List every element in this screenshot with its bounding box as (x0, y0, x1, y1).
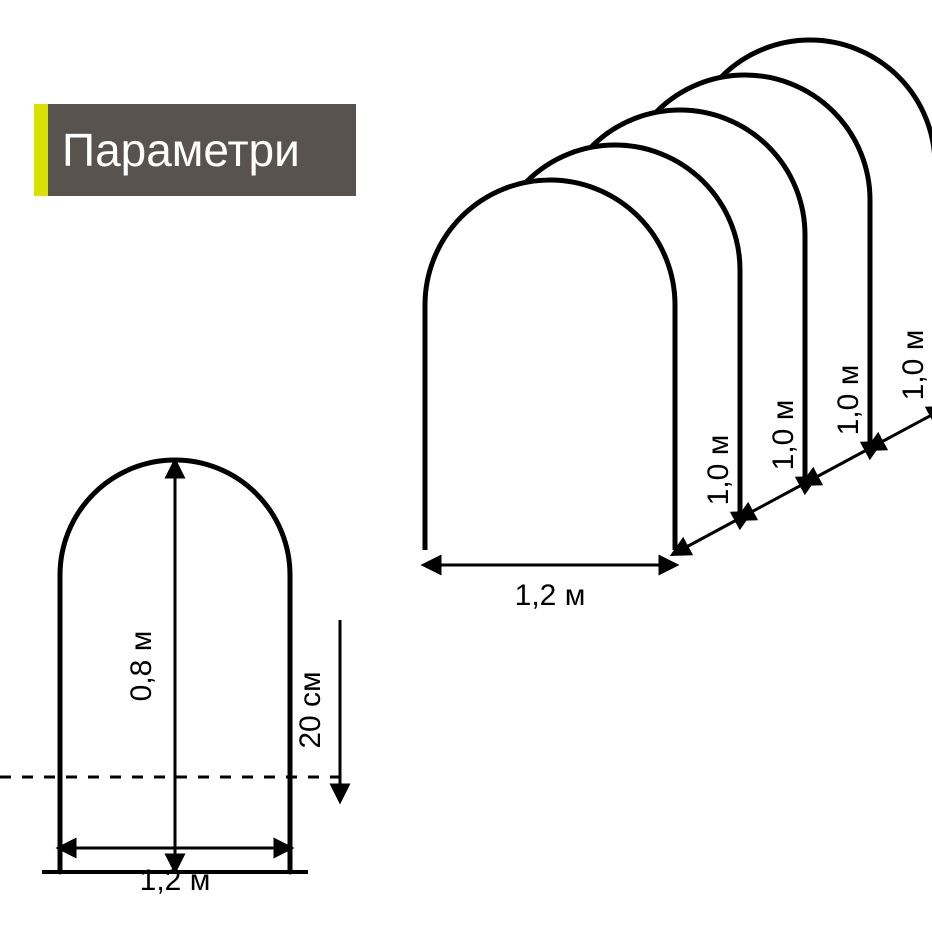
left-height-label: 0,8 м (125, 631, 158, 702)
spacing-label-3: 1,0 м (897, 330, 930, 401)
spacing-label-1: 1,0 м (767, 400, 800, 471)
spacing-label-0: 1,0 м (702, 435, 735, 506)
left-width-label: 1,2 м (140, 864, 211, 897)
spacing-label-2: 1,0 м (832, 365, 865, 436)
diagram-svg: 1,2 м 1,0 м 1,0 м 1,0 м 1,0 м 1,2 м 0,8 м 20 см (0, 0, 932, 932)
left-depth-label: 20 см (294, 671, 327, 748)
right-width-label: 1,2 м (515, 579, 586, 612)
arch-frame (425, 180, 675, 550)
